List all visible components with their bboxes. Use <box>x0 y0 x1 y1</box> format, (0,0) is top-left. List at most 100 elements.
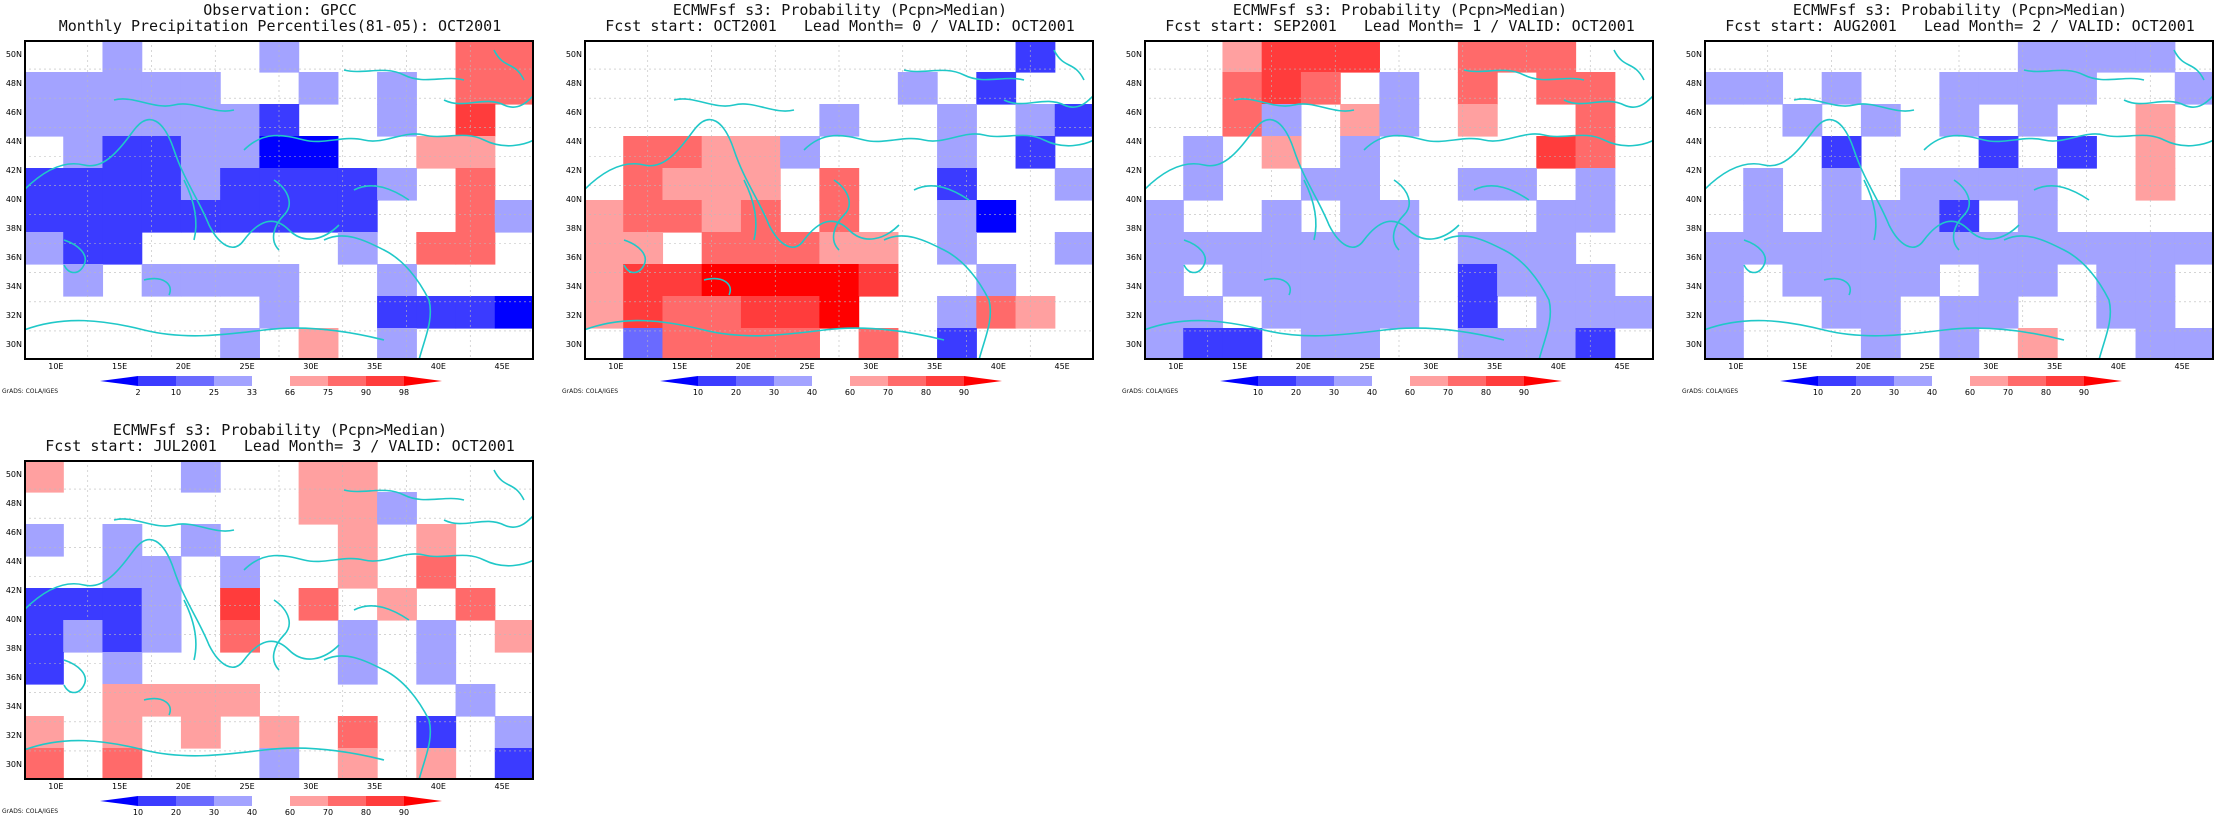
grid-cell <box>180 168 221 201</box>
grid-cell <box>1497 264 1537 297</box>
grid-cell <box>1261 40 1302 73</box>
grid-cell <box>63 588 104 621</box>
map-area <box>584 40 1094 360</box>
coastline <box>183 179 197 241</box>
lat-tick-label: 34N <box>1685 282 1702 292</box>
grid-cell <box>180 264 221 297</box>
grid-cell <box>2096 40 2137 73</box>
lat-tick-label: 50N <box>1125 49 1142 59</box>
map-frame <box>1704 40 2214 360</box>
grid-cell <box>298 588 339 621</box>
grid-cell <box>298 460 339 493</box>
grid-cell <box>1575 72 1616 105</box>
colorbar-swatch <box>1448 376 1486 386</box>
colorbar-swatch <box>1818 376 1856 386</box>
grid-cell <box>1704 264 1744 297</box>
grid-cell <box>494 200 534 233</box>
grid-cell <box>1457 232 1498 265</box>
lat-tick-label: 44N <box>565 136 582 146</box>
lon-tick-label: 45E <box>1054 362 1070 371</box>
lat-tick-label: 30N <box>5 760 22 770</box>
colorbar-swatch <box>964 376 1002 386</box>
panel-title-line1: ECMWFsf s3: Probability (Pcpn>Median) <box>1232 1 1568 19</box>
panel-title-line2: Fcst start: AUG2001 Lead Month= 2 / VALI… <box>1725 17 2195 35</box>
grid-cell <box>2017 104 2058 137</box>
grid-cell <box>455 104 496 137</box>
colorbar-swatch <box>2046 376 2084 386</box>
grid-cell <box>1340 104 1380 137</box>
grid-cell <box>662 328 703 360</box>
grid-cell <box>102 200 143 233</box>
colorbar-swatch <box>1970 376 2008 386</box>
grid-cell <box>2096 296 2137 329</box>
colorbar-swatch <box>328 376 366 386</box>
colorbar-label: 20 <box>730 388 742 397</box>
grid-cell <box>416 232 457 265</box>
coastline <box>1704 319 2065 341</box>
grid-cell <box>455 296 496 329</box>
grid-cell <box>1978 264 2019 297</box>
grid-cell <box>455 684 496 717</box>
grid-cell <box>1860 232 1901 265</box>
grid-cell <box>740 296 781 329</box>
colorbar-label: 80 <box>2040 388 2052 397</box>
grid-cell <box>1939 72 1980 105</box>
colorbar-swatch <box>1932 376 1970 386</box>
grid-cell <box>1575 264 1616 297</box>
grid-cell <box>1575 296 1616 329</box>
coastline <box>1363 133 1654 151</box>
grid-cell <box>102 524 143 557</box>
coastline <box>1923 133 2214 151</box>
coastline <box>493 49 525 81</box>
grid-cell <box>416 524 457 557</box>
colorbar-swatch <box>1410 376 1448 386</box>
colorbar-swatch <box>290 376 328 386</box>
grid-cell <box>1536 264 1577 297</box>
grid-cell <box>1457 40 1498 73</box>
lat-tick-label: 42N <box>1685 165 1702 175</box>
grid-cell <box>819 232 860 265</box>
grid-cell <box>937 104 977 137</box>
grid-cell <box>259 748 300 780</box>
grid-cell <box>1939 232 1980 265</box>
map-frame <box>584 40 1094 360</box>
grid-cell <box>2135 232 2176 265</box>
coastline <box>1144 319 1505 341</box>
grid-cell <box>102 684 143 717</box>
grid-cell <box>1497 40 1537 73</box>
grid-cell <box>102 232 143 265</box>
map-frame <box>1144 40 1654 360</box>
lat-tick-label: 46N <box>5 527 22 537</box>
grid-cell <box>1860 200 1901 233</box>
grid-cell <box>1978 168 2019 201</box>
colorbar-swatch <box>1220 376 1258 386</box>
grid-cell <box>1743 232 1784 265</box>
grid-cell <box>1536 40 1577 73</box>
colorbar-swatch <box>850 376 888 386</box>
grid-cell <box>1015 104 1056 137</box>
lat-tick-label: 40N <box>5 615 22 624</box>
colorbar-label: 40 <box>246 808 258 817</box>
grid-cell <box>377 328 417 360</box>
grid-cell <box>102 652 143 685</box>
coastline <box>1743 239 1766 274</box>
grid-cell <box>102 588 143 621</box>
coastline <box>1233 98 1355 112</box>
colorbar-label: 80 <box>360 808 372 817</box>
grid-cell <box>24 460 64 493</box>
grid-cell <box>377 104 417 137</box>
grid-cell <box>937 200 977 233</box>
colorbar-label: 2 <box>135 388 141 397</box>
colorbar-label: 70 <box>1442 388 1454 397</box>
lon-tick-label: 10E <box>1168 362 1184 371</box>
lon-tick-label: 15E <box>672 362 688 371</box>
colorbar-label: 80 <box>1480 388 1492 397</box>
grid-cell <box>494 748 534 780</box>
grid-cell <box>1144 264 1184 297</box>
grid-cell <box>1782 264 1823 297</box>
map-panel-5: ECMWFsf s3: Probability (Pcpn>Median) Fcs… <box>0 420 560 840</box>
coastline <box>703 277 731 296</box>
grid-cell <box>2017 328 2058 360</box>
lon-tick-label: 40E <box>430 782 446 791</box>
grid-cell <box>141 168 182 201</box>
